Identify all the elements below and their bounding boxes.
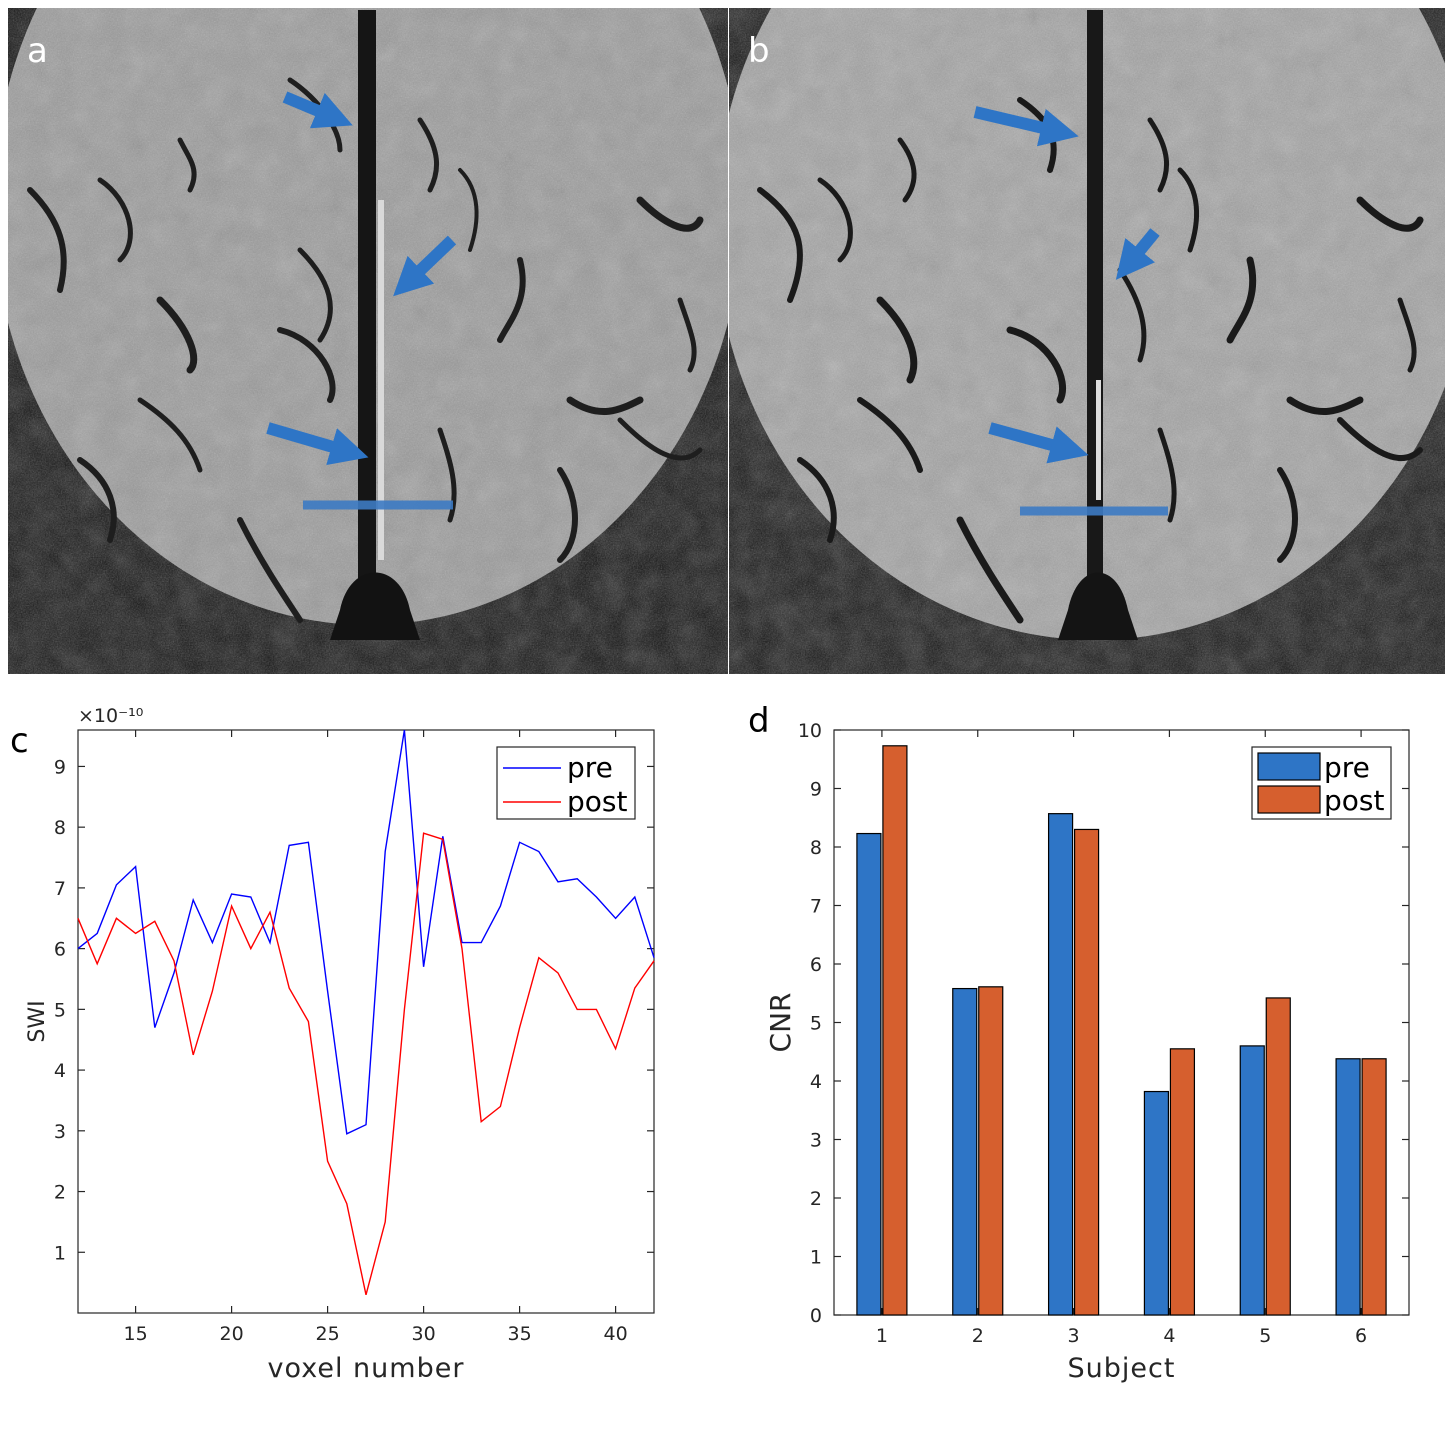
mri-image-post (729, 8, 1445, 674)
legend-label-pre: pre (1324, 751, 1370, 784)
arrow-3 (988, 422, 1089, 464)
x-axis-label: voxel number (268, 1353, 465, 1384)
x-tick-label: 3 (1068, 1325, 1080, 1347)
x-axis-label: Subject (1068, 1353, 1176, 1384)
legend-label-post: post (567, 785, 627, 818)
legend-box (496, 746, 636, 820)
y-axis-label: CNR (764, 993, 797, 1053)
panel-label-d: d (748, 701, 770, 741)
y-tick-label: 8 (54, 817, 66, 839)
y-tick-label: 9 (54, 756, 66, 778)
line-chart: 15 20 25 30 35 40 1 2 3 4 5 6 7 8 9 ×10⁻¹⁰ voxel number S… (25, 705, 655, 1384)
x-tick-label: 25 (316, 1323, 340, 1345)
y-tick-label: 1 (810, 1247, 822, 1269)
bar-pre-3 (1047, 813, 1074, 1316)
x-tick-label: 1 (876, 1325, 888, 1347)
x-tick-label: 30 (412, 1323, 436, 1345)
x-tick-label: 5 (1259, 1325, 1271, 1347)
arrow-1 (282, 91, 353, 129)
arrow-2 (1115, 228, 1160, 280)
arrow-1 (973, 106, 1079, 147)
y-tick-label: 1 (54, 1242, 66, 1264)
x-tick-label: 2 (972, 1325, 984, 1347)
y-tick-label: 9 (810, 779, 822, 801)
y-tick-label: 6 (810, 954, 822, 976)
y-tick-label: 7 (54, 878, 66, 900)
y-tick-label: 10 (798, 720, 822, 742)
legend-label-post: post (1324, 784, 1384, 817)
vessels (757, 97, 1424, 624)
y-tick-label: 2 (54, 1182, 66, 1204)
panel-label-a: a (27, 31, 48, 71)
legend-label-pre: pre (567, 751, 613, 784)
panel-label-c: c (10, 721, 29, 761)
x-tick-label: 20 (220, 1323, 244, 1345)
bar-pre-2 (952, 987, 978, 1316)
y-tick-label: 6 (54, 939, 66, 961)
mri-image-pre (8, 8, 728, 674)
bar-post-2 (978, 986, 1004, 1316)
x-tick-label: 15 (124, 1323, 148, 1345)
series-line-pre (77, 729, 655, 1135)
bar-post-5 (1265, 997, 1291, 1316)
y-tick-label: 3 (54, 1121, 66, 1143)
x-tick-label: 40 (604, 1323, 628, 1345)
arrow-3 (266, 422, 369, 466)
y-tick-label: 5 (810, 1013, 822, 1035)
vessels (27, 77, 704, 623)
panel-label-b: b (748, 31, 770, 71)
x-tick-label: 6 (1355, 1325, 1367, 1347)
bar-post-3 (1073, 828, 1100, 1316)
y-tick-label: 5 (54, 999, 66, 1021)
bar-post-6 (1361, 1058, 1387, 1316)
plot-area (833, 729, 1410, 1316)
series-line-post (77, 832, 655, 1295)
y-axis-exponent: ×10⁻¹⁰ (78, 705, 143, 727)
arrow-2 (393, 235, 457, 297)
y-tick-label: 4 (54, 1060, 66, 1082)
y-tick-label: 4 (810, 1071, 822, 1093)
y-tick-label: 7 (810, 896, 822, 918)
plot-area (77, 729, 655, 1314)
y-tick-label: 0 (810, 1305, 822, 1327)
bar-pre-6 (1335, 1058, 1361, 1316)
y-axis-label: SWI (25, 1000, 50, 1042)
bar-pre-5 (1239, 1045, 1265, 1316)
x-tick-label: 4 (1163, 1325, 1175, 1347)
bar-post-1 (882, 745, 908, 1316)
legend-swatch-pre (1257, 752, 1321, 781)
bar-pre-4 (1143, 1090, 1170, 1316)
bar-pre-1 (856, 832, 882, 1316)
y-tick-label: 8 (810, 837, 822, 859)
bar-post-4 (1169, 1048, 1196, 1316)
y-tick-label: 2 (810, 1188, 822, 1210)
y-tick-label: 3 (810, 1130, 822, 1152)
x-tick-label: 35 (508, 1323, 532, 1345)
legend-swatch-post (1257, 785, 1321, 814)
